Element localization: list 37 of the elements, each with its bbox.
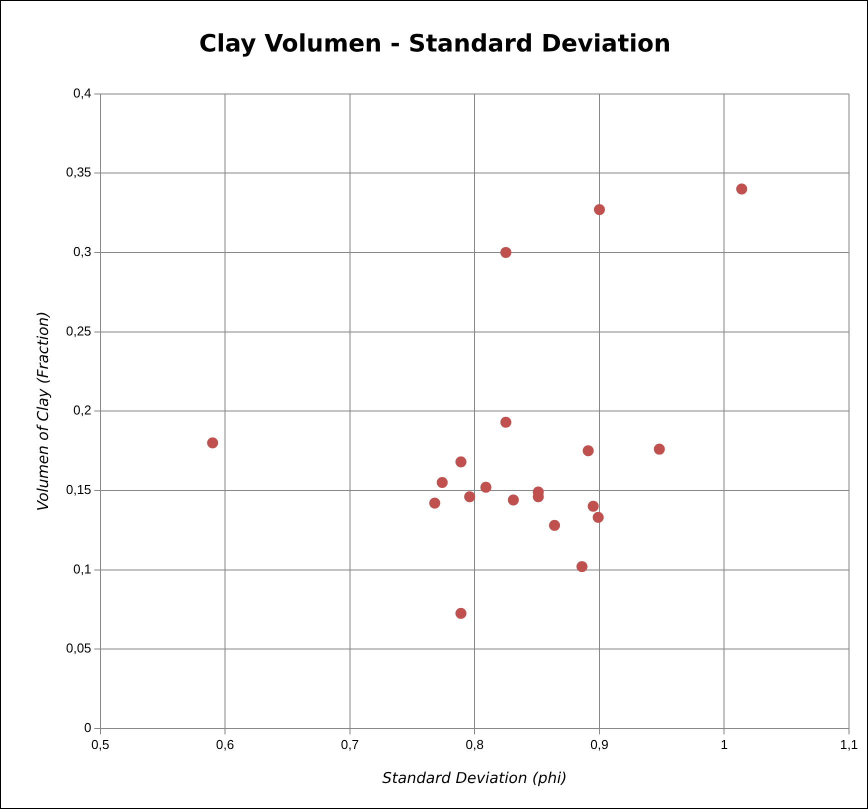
- y-tick-label: 0: [84, 720, 92, 735]
- y-axis-title: Volumen of Clay (Fraction): [34, 311, 52, 511]
- y-tick-label: 0,2: [73, 402, 92, 418]
- point: [455, 456, 466, 468]
- x-tick-label: 0,8: [466, 736, 484, 752]
- point: [207, 437, 218, 448]
- point: [508, 494, 519, 506]
- x-tick-label: 0,9: [590, 736, 608, 752]
- x-tick-label: 0,7: [340, 736, 359, 752]
- x-tick-label: 1: [720, 736, 728, 752]
- point: [588, 500, 599, 512]
- x-tick-label: 0,5: [91, 736, 110, 752]
- point: [480, 482, 492, 493]
- point: [576, 561, 588, 572]
- point: [436, 476, 448, 488]
- point: [464, 491, 476, 502]
- point: [500, 246, 512, 258]
- point: [736, 183, 748, 194]
- x-tick-label: 1,1: [840, 736, 858, 752]
- point: [582, 445, 594, 456]
- point: [455, 608, 466, 619]
- y-tick-label: 0,25: [66, 323, 92, 338]
- point: [654, 444, 665, 455]
- chart-title: Clay Volumen - Standard Deviation: [199, 30, 671, 58]
- y-tick-label: 0,15: [66, 482, 92, 498]
- point: [592, 512, 604, 523]
- x-axis-title: Standard Deviation (phi): [382, 768, 567, 787]
- point: [549, 520, 560, 531]
- point: [429, 498, 440, 509]
- y-tick-label: 0,35: [66, 164, 92, 180]
- x-tick-label: 0,6: [216, 736, 234, 752]
- y-tick-label: 0,05: [66, 640, 92, 656]
- y-tick-label: 0,1: [73, 561, 92, 576]
- y-tick-label: 0,3: [73, 244, 92, 260]
- point: [594, 204, 605, 216]
- y-tick-label: 0,4: [73, 85, 92, 100]
- point: [500, 416, 512, 428]
